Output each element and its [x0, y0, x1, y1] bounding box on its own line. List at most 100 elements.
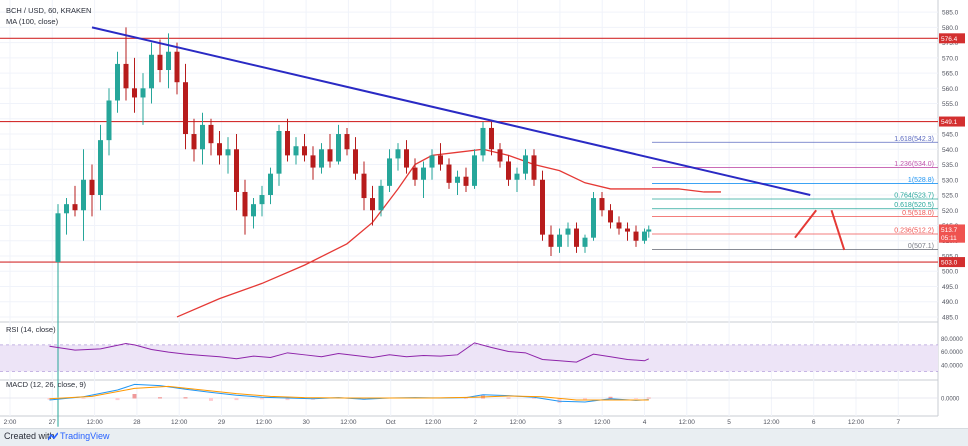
candle-body	[98, 140, 103, 196]
price-tick-label: 565.0	[942, 71, 959, 78]
candle-body	[55, 213, 61, 263]
candle-body	[327, 149, 333, 162]
candle-body	[336, 134, 341, 162]
candle-body	[242, 191, 248, 217]
time-tick-label: 12:00	[848, 419, 865, 426]
candle-body	[234, 149, 239, 192]
candle-body	[132, 88, 137, 98]
candle-body	[183, 82, 188, 135]
rsi-line	[49, 342, 649, 363]
candle-body	[310, 155, 316, 168]
candle-body	[200, 124, 205, 150]
candle-body	[557, 234, 562, 247]
candle-body	[72, 204, 78, 211]
candle-body	[191, 134, 197, 150]
candle-body	[421, 167, 426, 180]
candle-body	[140, 88, 146, 98]
candle-body	[404, 149, 409, 168]
candle-body	[89, 179, 95, 196]
time-tick-label: 4	[643, 419, 647, 426]
macd-line	[49, 383, 649, 403]
macd-histogram-bar	[158, 397, 162, 399]
fib-level-label: 0(507.1)	[908, 243, 934, 250]
time-tick-label: 12:00	[171, 419, 188, 426]
rsi-tick-label: 40.0000	[941, 363, 963, 369]
candle-body	[438, 155, 443, 165]
macd-signal-line	[49, 385, 649, 401]
time-tick-label: 12:00	[594, 419, 611, 426]
tradingview-logo-icon	[48, 432, 58, 441]
macd-tick-label: 0.0000	[941, 397, 960, 403]
price-tick-label: 580.0	[942, 25, 959, 32]
price-tick-label: 505.0	[942, 253, 959, 260]
candle-body	[395, 149, 401, 159]
price-tag	[939, 116, 965, 127]
macd-histogram-bar	[132, 394, 137, 399]
candle-body	[446, 164, 452, 183]
candle-body	[217, 143, 222, 156]
macd-histogram-bar	[532, 398, 536, 399]
candle-body	[574, 228, 579, 247]
time-tick-label: 2	[473, 419, 477, 426]
price-tick-label: 485.0	[942, 314, 959, 321]
time-tick-label: 29	[218, 419, 226, 426]
price-tick-label: 500.0	[942, 269, 959, 276]
price-tick-label: 570.0	[942, 55, 959, 62]
time-tick-label: 2:00	[4, 419, 17, 426]
time-tick-label: 12:00	[340, 419, 357, 426]
candle-body	[149, 54, 154, 89]
macd-histogram-bar	[234, 398, 239, 401]
symbol-title: BCH / USD, 60, KRAKEN	[6, 6, 91, 15]
candle-body	[514, 173, 520, 180]
candle-body	[497, 149, 503, 162]
candle-body	[259, 195, 265, 205]
macd-histogram-bar	[646, 397, 651, 399]
candle-body	[64, 204, 69, 214]
candle-body	[429, 155, 435, 168]
macd-histogram-bar	[506, 397, 511, 399]
candle-body	[378, 185, 384, 211]
candle-body	[106, 100, 112, 141]
candle-body	[225, 149, 231, 156]
macd-histogram-bar	[285, 398, 290, 401]
candle-body	[276, 130, 282, 174]
macd-histogram-bar	[209, 398, 213, 401]
price-tick-label: 535.0	[942, 162, 959, 169]
time-tick-label: 7	[896, 419, 900, 426]
candle-body	[565, 228, 571, 235]
fib-level-label: 0.236(512.2)	[894, 228, 934, 235]
rsi-indicator-label: RSI (14, close)	[6, 325, 56, 334]
macd-histogram-bar	[583, 398, 587, 401]
fib-level-label: 1(528.8)	[908, 177, 934, 184]
time-tick-label: 3	[558, 419, 562, 426]
candle-body	[633, 231, 639, 241]
tradingview-brand-link[interactable]: TradingView	[60, 431, 110, 441]
candle-body	[591, 198, 596, 238]
fib-level-label: 0.5(518.0)	[902, 210, 934, 217]
price-tag	[939, 224, 965, 235]
price-tick-label: 545.0	[942, 132, 959, 139]
price-tag-label: 513.7	[941, 227, 958, 234]
time-tick-label: 12:00	[86, 419, 103, 426]
candle-body	[166, 51, 171, 71]
descending-trendline	[91, 26, 811, 196]
macd-histogram-bar	[634, 398, 638, 399]
candle-body	[319, 149, 324, 168]
candle-body	[480, 127, 486, 156]
fib-level-label: 0.618(520.5)	[894, 202, 934, 209]
price-tick-label: 585.0	[942, 10, 959, 17]
candle-body	[302, 146, 307, 156]
fib-level-label: 1.618(542.3)	[894, 136, 934, 143]
created-with-label: Created with	[4, 431, 55, 441]
price-tick-label: 540.0	[942, 147, 959, 154]
macd-histogram-bar	[81, 398, 86, 399]
candle-body	[531, 155, 537, 180]
candle-body	[174, 51, 180, 83]
time-tick-label: 12:00	[763, 419, 780, 426]
price-tag-label: 503.0	[941, 260, 958, 267]
price-tick-label: 490.0	[942, 299, 959, 306]
price-tag-label: 576.4	[941, 36, 958, 43]
candle-body	[489, 127, 494, 150]
macd-histogram-bar	[115, 398, 120, 401]
time-tick-label: Oct	[386, 419, 396, 426]
